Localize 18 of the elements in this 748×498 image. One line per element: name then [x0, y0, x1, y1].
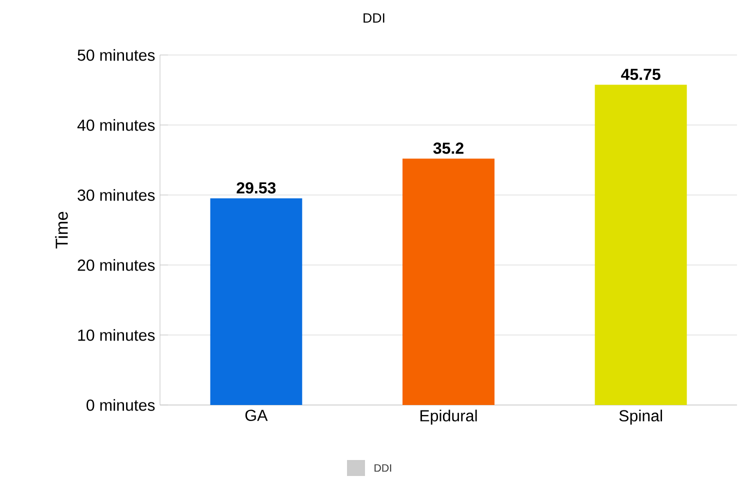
bar [594, 84, 687, 405]
text: DDI [374, 464, 392, 472]
y-tick-label: 30 minutes [78, 189, 155, 201]
y-tick-label: 10 minutes [78, 329, 155, 341]
x-tick-label: GA [245, 410, 268, 422]
bar [402, 158, 495, 405]
y-tick-label: 50 minutes [78, 49, 155, 61]
y-tick-label: 0 minutes [86, 399, 155, 411]
y-tick-label: 40 minutes [77, 119, 155, 131]
data-label: 29.53 [236, 182, 276, 194]
data-label: 35.2 [433, 142, 464, 154]
y-tick-label: 20 minutes [78, 259, 155, 271]
x-tick-label: Spinal [619, 410, 662, 425]
bar [210, 198, 302, 405]
chart-title: DDI [364, 13, 384, 23]
data-label: 45.75 [621, 68, 660, 80]
x-tick-label: Epidural [420, 410, 477, 425]
y-axis-title: Time [55, 212, 68, 249]
